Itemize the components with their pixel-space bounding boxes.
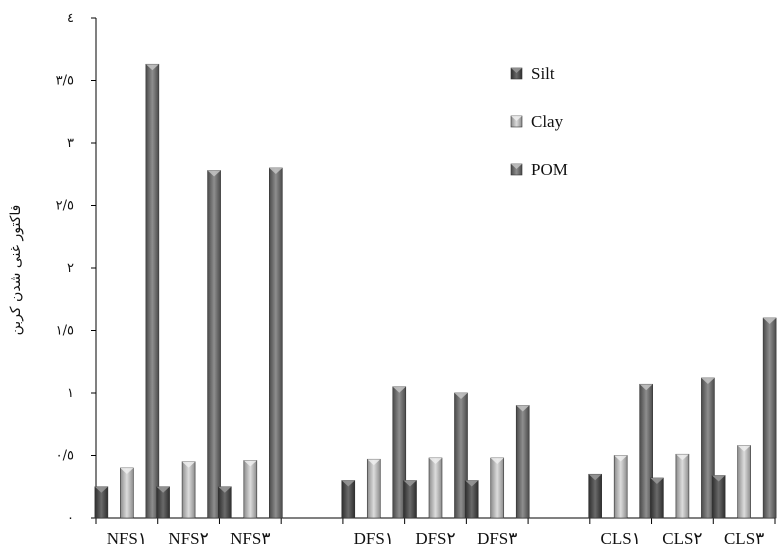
bar-cap [516, 405, 530, 412]
bar-cap [588, 474, 602, 481]
bar-cap [675, 454, 689, 461]
legend: Silt Clay POM [510, 64, 568, 179]
bar-clay [675, 453, 690, 519]
bar-clay [366, 458, 381, 519]
bar-cap [737, 445, 751, 452]
y-tick-label: ٣ [67, 136, 74, 151]
bar-cap [156, 486, 170, 493]
y-tick-label: ١/٥ [56, 324, 74, 339]
bar-cap [614, 455, 628, 462]
x-tick-labels: NFS١ NFS٢ NFS٣ DFS١ DFS٢ DFS٣ CLS١ CLS٢ CLS٣ [107, 529, 765, 548]
bar-cap [639, 384, 653, 391]
bar-pom [269, 167, 283, 519]
legend-swatch-cap [511, 164, 522, 169]
x-tick-label: CLS١ [601, 529, 641, 548]
bar-cap [465, 480, 479, 487]
y-tick-label: ٤ [67, 11, 74, 26]
bar-cap [429, 458, 442, 464]
bar-pom [145, 63, 160, 519]
bar-cap [341, 480, 355, 487]
bar-pom [515, 405, 530, 519]
x-tick-label: NFS١ [107, 529, 147, 548]
bar-clay [737, 445, 751, 519]
bar-cap [490, 458, 504, 464]
x-tick-label: CLS٣ [724, 529, 764, 548]
x-tick-label: DFS٢ [415, 529, 455, 548]
bar-cap [392, 386, 406, 393]
bar-silt [711, 475, 726, 519]
legend-label-pom: POM [531, 160, 568, 179]
bar-cap [243, 460, 257, 467]
legend-label-silt: Silt [531, 64, 555, 83]
bar-cap [145, 64, 159, 71]
bar-clay [613, 455, 628, 519]
bar-clay [120, 467, 134, 519]
x-tick-label: DFS١ [354, 529, 394, 548]
bar-cap [94, 486, 108, 493]
y-tick-label: ٠/٥ [56, 449, 74, 464]
y-tick-label: ٣/٥ [56, 74, 74, 89]
x-tick-label: NFS٢ [168, 529, 208, 548]
bar-cap [269, 168, 283, 174]
bar-cap [763, 318, 777, 324]
legend-swatch-cap [511, 116, 522, 121]
x-tick-label: CLS٢ [662, 529, 702, 548]
bar-clay [243, 460, 258, 519]
bar-cap [701, 378, 715, 384]
bar-clay [181, 461, 196, 519]
bar-cap [207, 170, 221, 177]
y-tick-label: ١ [67, 386, 74, 401]
bar-clay [490, 457, 505, 519]
y-axis-title: فاکتور غنی شدن کربن [8, 205, 24, 336]
bar-cap [650, 478, 664, 484]
bar-clay [428, 457, 443, 519]
x-tick-label: NFS٣ [230, 529, 270, 548]
bars [94, 63, 777, 519]
y-tick-label: ٠ [67, 511, 74, 526]
bar-cap [454, 393, 468, 399]
bar-silt [588, 473, 602, 519]
legend-swatch-cap [511, 68, 522, 73]
x-tick-label: DFS٣ [477, 529, 517, 548]
bar-cap [712, 475, 726, 482]
bar-pom [207, 170, 221, 519]
legend-label-clay: Clay [531, 112, 564, 131]
y-tick-label: ٢/٥ [56, 199, 74, 214]
bar-cap [403, 480, 417, 487]
bar-pom [762, 317, 777, 519]
axes: ٠ ٠/٥ ١ ١/٥ ٢ ٢/٥ ٣ ٣/٥ ٤ [56, 11, 776, 526]
bar-cap [182, 461, 196, 468]
y-axis-title-group: فاکتور غنی شدن کربن [8, 205, 24, 336]
y-tick-label: ٢ [67, 261, 74, 276]
bar-cap [218, 486, 232, 493]
bar-cap [367, 459, 381, 466]
bar-cap [120, 468, 134, 474]
